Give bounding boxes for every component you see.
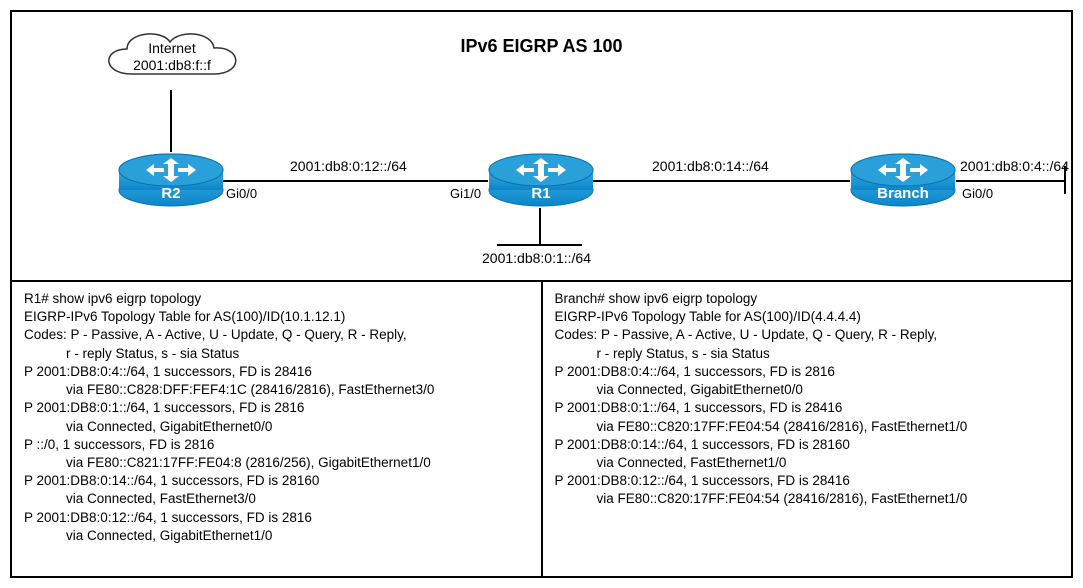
link-r1-stub	[539, 208, 541, 246]
terminal-outputs: R1# show ipv6 eigrp topology EIGRP-IPv6 …	[12, 282, 1071, 576]
router-r2-label: R2	[116, 185, 226, 202]
br-codes1: Codes: P - Passive, A - Active, U - Upda…	[555, 327, 938, 342]
diagram-title: IPv6 EIGRP AS 100	[460, 36, 622, 57]
iface-r1-gi10: Gi1/0	[450, 186, 481, 201]
iface-branch-gi00: Gi0/0	[962, 186, 993, 201]
iface-r2-gi00: Gi0/0	[226, 186, 257, 201]
br-e1v: via Connected, GigabitEthernet0/0	[555, 381, 1060, 399]
cloud-label-2: 2001:db8:f::f	[92, 57, 252, 74]
r1-e1v: via FE80::C828:DFF:FEF4:1C (28416/2816),…	[24, 381, 529, 399]
r1-e2v: via Connected, GigabitEthernet0/0	[24, 418, 529, 436]
link-r2-r1	[222, 180, 488, 182]
br-e2v: via FE80::C820:17FF:FE04:54 (28416/2816)…	[555, 418, 1060, 436]
r1-terminal: R1# show ipv6 eigrp topology EIGRP-IPv6 …	[12, 282, 543, 576]
r1-e5: P 2001:DB8:0:12::/64, 1 successors, FD i…	[24, 510, 312, 525]
subnet-r1-stub: 2001:db8:0:1::/64	[482, 250, 591, 266]
branch-terminal: Branch# show ipv6 eigrp topology EIGRP-I…	[543, 282, 1072, 576]
subnet-branch-lan: 2001:db8:0:4::/64	[960, 158, 1069, 174]
br-e2: P 2001:DB8:0:1::/64, 1 successors, FD is…	[555, 400, 843, 415]
r1-e3v: via FE80::C821:17FF:FE04:8 (2816/256), G…	[24, 454, 529, 472]
br-e3v: via Connected, FastEthernet1/0	[555, 454, 1060, 472]
br-e4: P 2001:DB8:0:12::/64, 1 successors, FD i…	[555, 473, 850, 488]
r1-e1: P 2001:DB8:0:4::/64, 1 successors, FD is…	[24, 364, 312, 379]
r1-e3: P ::/0, 1 successors, FD is 2816	[24, 437, 214, 452]
r1-codes1: Codes: P - Passive, A - Active, U - Upda…	[24, 327, 407, 342]
frame: IPv6 EIGRP AS 100 Internet 2001:db8:f::f…	[10, 10, 1073, 578]
router-r1: R1	[486, 152, 596, 208]
r1-cmd: R1# show ipv6 eigrp topology	[24, 291, 201, 306]
subnet-r2-r1: 2001:db8:0:12::/64	[290, 158, 407, 174]
r1-codes2: r - reply Status, s - sia Status	[24, 345, 529, 363]
br-hdr: EIGRP-IPv6 Topology Table for AS(100)/ID…	[555, 309, 861, 324]
r1-e5v: via Connected, GigabitEthernet1/0	[24, 527, 529, 545]
br-e3: P 2001:DB8:0:14::/64, 1 successors, FD i…	[555, 437, 850, 452]
cloud-to-r2-link	[170, 90, 172, 152]
link-branch-lan	[956, 180, 1066, 182]
link-r1-branch	[592, 180, 850, 182]
internet-cloud: Internet 2001:db8:f::f	[92, 24, 252, 90]
r1-e2: P 2001:DB8:0:1::/64, 1 successors, FD is…	[24, 400, 304, 415]
router-r1-label: R1	[486, 185, 596, 202]
r1-stub-bar	[497, 244, 582, 246]
topology-diagram: IPv6 EIGRP AS 100 Internet 2001:db8:f::f…	[12, 12, 1071, 282]
cloud-label-1: Internet	[92, 40, 252, 57]
r1-e4v: via Connected, FastEthernet3/0	[24, 490, 529, 508]
br-codes2: r - reply Status, s - sia Status	[555, 345, 1060, 363]
r1-hdr: EIGRP-IPv6 Topology Table for AS(100)/ID…	[24, 309, 345, 324]
router-branch: Branch	[848, 152, 958, 208]
br-e1: P 2001:DB8:0:4::/64, 1 successors, FD is…	[555, 364, 835, 379]
br-e4v: via FE80::C820:17FF:FE04:54 (28416/2816)…	[555, 490, 1060, 508]
router-r2: R2	[116, 152, 226, 208]
router-branch-label: Branch	[848, 185, 958, 202]
r1-e4: P 2001:DB8:0:14::/64, 1 successors, FD i…	[24, 473, 319, 488]
br-cmd: Branch# show ipv6 eigrp topology	[555, 291, 758, 306]
subnet-r1-branch: 2001:db8:0:14::/64	[652, 158, 769, 174]
